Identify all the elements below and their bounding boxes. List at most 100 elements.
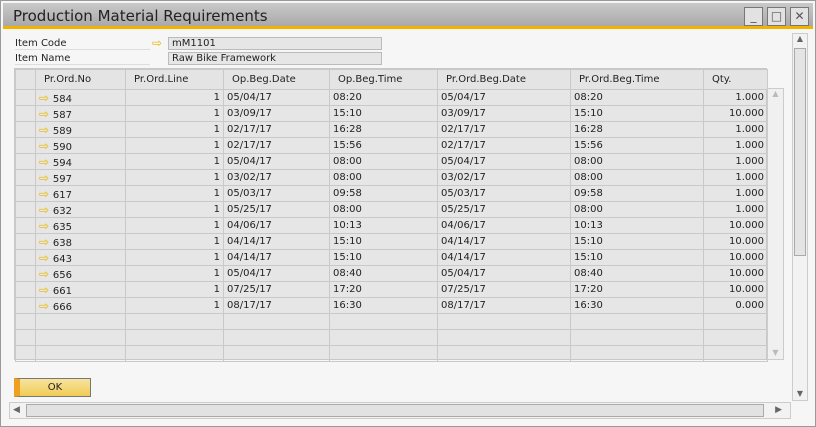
table-row[interactable]: ⇨ 635 1 04/06/17 10:13 04/06/17 10:13 10.000: [15, 217, 768, 234]
column-header[interactable]: Qty.: [703, 69, 768, 90]
link-arrow-icon[interactable]: ⇨: [39, 218, 53, 233]
row-selector[interactable]: [15, 297, 36, 314]
cell: 08:40: [570, 265, 704, 282]
row-selector[interactable]: [15, 281, 36, 298]
row-selector[interactable]: [15, 169, 36, 186]
table-row[interactable]: ⇨ 661 1 07/25/17 17:20 07/25/17 17:20 10.000: [15, 281, 768, 298]
scroll-up-icon[interactable]: ▲: [796, 34, 804, 43]
row-selector[interactable]: [15, 329, 36, 346]
empty-row[interactable]: [15, 313, 768, 330]
cell: 16:30: [329, 297, 438, 314]
column-header[interactable]: Op.Beg.Date: [223, 69, 330, 90]
table-row[interactable]: ⇨ 597 1 03/02/17 08:00 03/02/17 08:00 1.000: [15, 169, 768, 186]
column-header[interactable]: Pr.Ord.Beg.Time: [570, 69, 704, 90]
scroll-thumb[interactable]: [794, 48, 806, 256]
column-header[interactable]: Pr.Ord.Line: [125, 69, 224, 90]
row-selector[interactable]: [15, 105, 36, 122]
link-arrow-icon[interactable]: ⇨: [39, 282, 53, 297]
link-arrow-icon[interactable]: ⇨: [152, 36, 163, 50]
minimize-button[interactable]: _: [744, 7, 763, 26]
row-selector[interactable]: [15, 201, 36, 218]
scroll-thumb[interactable]: [26, 404, 764, 417]
link-arrow-icon[interactable]: ⇨: [39, 234, 53, 249]
link-arrow-icon[interactable]: ⇨: [39, 298, 53, 313]
link-arrow-icon[interactable]: ⇨: [39, 202, 53, 217]
cell: 15:10: [570, 105, 704, 122]
grid-vertical-scrollbar[interactable]: ▲ ▼: [767, 88, 784, 360]
link-arrow-icon[interactable]: ⇨: [39, 122, 53, 137]
cell: 1: [125, 153, 224, 170]
cell: [329, 345, 438, 362]
cell-value: 03/09/17: [227, 108, 272, 119]
cell: 05/04/17: [437, 153, 571, 170]
maximize-button[interactable]: □: [767, 7, 786, 26]
cell-value: 17:20: [333, 284, 362, 295]
row-selector[interactable]: [15, 89, 36, 106]
column-header[interactable]: Pr.Ord.No: [35, 69, 126, 90]
row-selector[interactable]: [15, 137, 36, 154]
link-arrow-icon[interactable]: ⇨: [39, 154, 53, 169]
column-header[interactable]: Pr.Ord.Beg.Date: [437, 69, 571, 90]
cell-value: 16:30: [333, 300, 362, 311]
cell: 07/25/17: [223, 281, 330, 298]
row-selector[interactable]: [15, 153, 36, 170]
row-selector[interactable]: [15, 345, 36, 362]
table-row[interactable]: ⇨ 656 1 05/04/17 08:40 05/04/17 08:40 10.000: [15, 265, 768, 282]
cell-value: 1.000: [735, 124, 764, 135]
scroll-left-icon[interactable]: ◀: [13, 405, 20, 415]
scroll-right-icon[interactable]: ▶: [775, 405, 782, 415]
table-row[interactable]: ⇨ 584 1 05/04/17 08:20 05/04/17 08:20 1.000: [15, 89, 768, 106]
table-row[interactable]: ⇨ 638 1 04/14/17 15:10 04/14/17 15:10 10.000: [15, 233, 768, 250]
item-code-field[interactable]: mM1101: [168, 37, 382, 50]
item-name-field[interactable]: Raw Bike Framework: [168, 52, 382, 65]
table-row[interactable]: ⇨ 590 1 02/17/17 15:56 02/17/17 15:56 1.000: [15, 137, 768, 154]
cell: 15:10: [329, 249, 438, 266]
link-arrow-icon[interactable]: ⇨: [39, 250, 53, 265]
row-selector[interactable]: [15, 313, 36, 330]
cell: 10.000: [703, 265, 768, 282]
table-row[interactable]: ⇨ 617 1 05/03/17 09:58 05/03/17 09:58 1.000: [15, 185, 768, 202]
ok-button[interactable]: OK: [14, 378, 91, 397]
cell-value: 08:00: [333, 156, 362, 167]
close-button[interactable]: ✕: [790, 7, 809, 26]
empty-row[interactable]: [15, 345, 768, 362]
row-selector[interactable]: [15, 185, 36, 202]
cell: 04/06/17: [223, 217, 330, 234]
window-vertical-scrollbar[interactable]: ▲ ▼: [792, 33, 808, 401]
link-arrow-icon[interactable]: ⇨: [39, 186, 53, 201]
cell-value: 643: [52, 253, 72, 265]
scroll-down-icon[interactable]: ▼: [796, 389, 804, 398]
table-row[interactable]: ⇨ 632 1 05/25/17 08:00 05/25/17 08:00 1.000: [15, 201, 768, 218]
table-row[interactable]: ⇨ 589 1 02/17/17 16:28 02/17/17 16:28 1.000: [15, 121, 768, 138]
link-arrow-icon[interactable]: ⇨: [39, 266, 53, 281]
table-row[interactable]: ⇨ 666 1 08/17/17 16:30 08/17/17 16:30 0.000: [15, 297, 768, 314]
empty-row[interactable]: [15, 329, 768, 346]
cell: 10.000: [703, 217, 768, 234]
cell: 10:13: [570, 217, 704, 234]
cell-value: 15:10: [333, 236, 362, 247]
row-selector[interactable]: [15, 233, 36, 250]
row-selector[interactable]: [15, 121, 36, 138]
cell: 1: [125, 105, 224, 122]
cell: 10.000: [703, 281, 768, 298]
link-arrow-icon[interactable]: ⇨: [39, 106, 53, 121]
table-row[interactable]: ⇨ 587 1 03/09/17 15:10 03/09/17 15:10 10.000: [15, 105, 768, 122]
link-arrow-icon[interactable]: ⇨: [39, 90, 53, 105]
cell-value: 10:13: [333, 220, 362, 231]
cell: [437, 345, 571, 362]
scroll-up-icon[interactable]: ▲: [772, 89, 779, 98]
table-row[interactable]: ⇨ 643 1 04/14/17 15:10 04/14/17 15:10 10.000: [15, 249, 768, 266]
requirements-grid: Pr.Ord.No Pr.Ord.Line Op.Beg.Date Op.Beg.Ti…: [14, 68, 768, 362]
link-arrow-icon[interactable]: ⇨: [39, 170, 53, 185]
row-selector[interactable]: [15, 249, 36, 266]
link-arrow-icon[interactable]: ⇨: [39, 138, 53, 153]
cell: 08/17/17: [223, 297, 330, 314]
cell: 03/02/17: [437, 169, 571, 186]
scroll-down-icon[interactable]: ▼: [772, 348, 779, 357]
column-header[interactable]: Op.Beg.Time: [329, 69, 438, 90]
cell-value: 1: [213, 236, 220, 247]
table-row[interactable]: ⇨ 594 1 05/04/17 08:00 05/04/17 08:00 1.000: [15, 153, 768, 170]
row-selector[interactable]: [15, 217, 36, 234]
horizontal-scrollbar[interactable]: ◀ ▶: [9, 402, 791, 419]
row-selector[interactable]: [15, 265, 36, 282]
